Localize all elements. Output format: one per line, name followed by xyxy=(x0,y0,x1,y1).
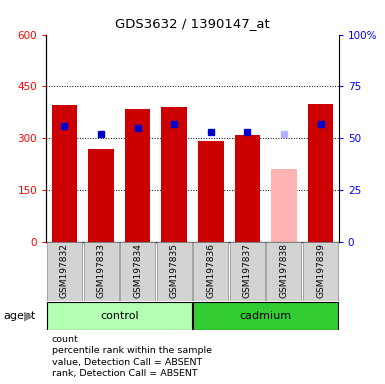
Bar xyxy=(161,107,187,242)
Bar xyxy=(230,242,265,301)
Text: GSM197834: GSM197834 xyxy=(133,243,142,298)
Text: count: count xyxy=(52,334,79,344)
Bar xyxy=(88,149,114,242)
Bar xyxy=(52,106,77,242)
Bar xyxy=(120,242,155,301)
Bar xyxy=(308,104,333,242)
Bar xyxy=(193,242,228,301)
Text: GDS3632 / 1390147_at: GDS3632 / 1390147_at xyxy=(115,17,270,30)
Text: agent: agent xyxy=(4,311,36,321)
Bar xyxy=(84,242,119,301)
Bar xyxy=(266,242,301,301)
Text: GSM197839: GSM197839 xyxy=(316,243,325,298)
Text: rank, Detection Call = ABSENT: rank, Detection Call = ABSENT xyxy=(52,369,198,378)
Bar xyxy=(193,302,338,329)
Text: GSM197833: GSM197833 xyxy=(97,243,105,298)
Text: ▶: ▶ xyxy=(24,309,34,322)
Text: GSM197836: GSM197836 xyxy=(206,243,215,298)
Bar xyxy=(271,169,297,242)
Bar xyxy=(125,109,151,242)
Bar xyxy=(234,136,260,242)
Text: GSM197835: GSM197835 xyxy=(170,243,179,298)
Text: GSM197838: GSM197838 xyxy=(280,243,288,298)
Bar xyxy=(303,242,338,301)
Text: percentile rank within the sample: percentile rank within the sample xyxy=(52,346,212,355)
Text: control: control xyxy=(100,311,139,321)
Text: GSM197837: GSM197837 xyxy=(243,243,252,298)
Text: value, Detection Call = ABSENT: value, Detection Call = ABSENT xyxy=(52,358,202,367)
Bar xyxy=(47,302,192,329)
Bar xyxy=(198,141,224,242)
Text: cadmium: cadmium xyxy=(239,311,292,321)
Text: GSM197832: GSM197832 xyxy=(60,243,69,298)
Bar xyxy=(47,242,82,301)
Bar xyxy=(157,242,192,301)
